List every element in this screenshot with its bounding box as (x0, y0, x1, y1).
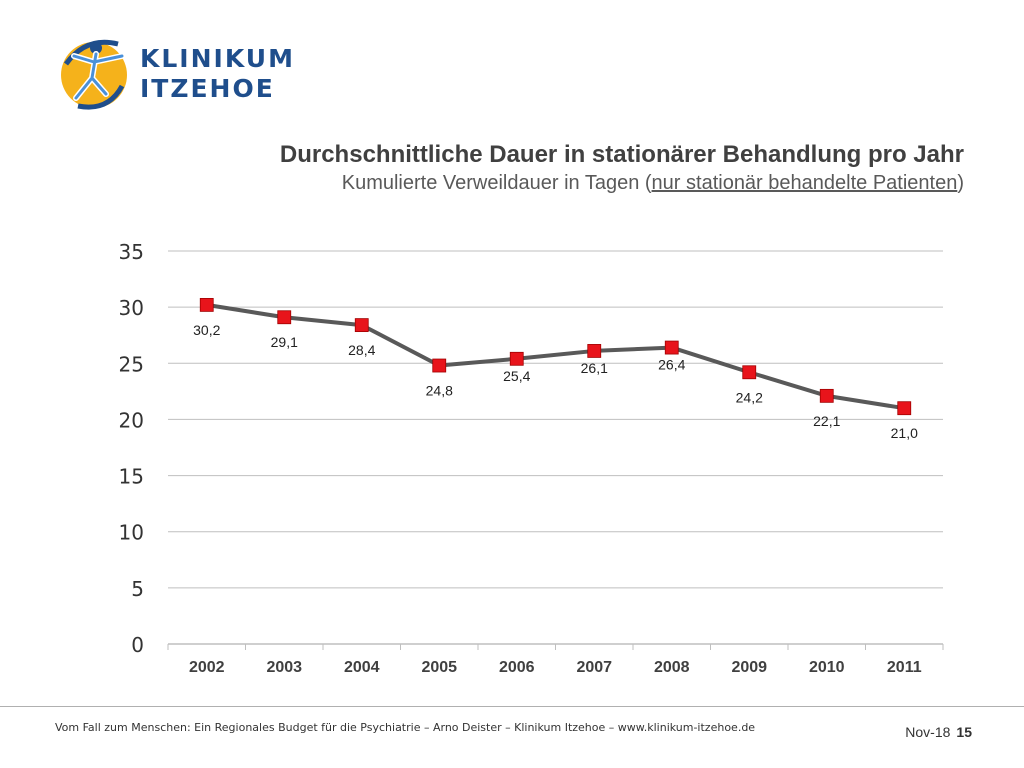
clinic-logo: KLINIKUM ITZEHOE (56, 34, 293, 114)
y-tick-label: 25 (119, 352, 144, 376)
y-tick-label: 35 (119, 240, 144, 264)
footer-date: Nov-18 (905, 724, 951, 740)
x-tick-label: 2006 (499, 659, 535, 676)
data-point-marker (587, 344, 602, 358)
logo-line-1: KLINIKUM (140, 44, 295, 73)
x-tick-label: 2004 (344, 659, 380, 676)
data-label: 26,4 (658, 357, 685, 373)
data-point-marker (664, 340, 679, 355)
y-tick-label: 30 (119, 296, 144, 320)
x-tick-label: 2002 (189, 659, 225, 676)
chart-header: Durchschnittliche Dauer in stationärer B… (280, 140, 964, 196)
subtitle-underlined: nur stationär behandelte Patienten (651, 172, 958, 194)
data-label: 30,2 (193, 322, 220, 338)
y-tick-label: 10 (119, 521, 144, 545)
footer-meta: Nov-18 15 (905, 724, 972, 740)
data-point-marker (509, 351, 524, 366)
data-point-marker (199, 297, 214, 312)
data-label: 22,1 (813, 413, 840, 429)
subtitle-prefix: Kumulierte Verweildauer in Tagen ( (341, 172, 652, 194)
x-tick-label: 2005 (421, 659, 457, 676)
data-point-marker (277, 310, 292, 325)
series-line (206, 302, 905, 411)
x-tick-label: 2010 (809, 659, 845, 676)
data-label: 28,4 (348, 342, 375, 358)
page-number: 15 (956, 724, 972, 740)
logo-line-2: ITZEHOE (140, 74, 275, 103)
data-label: 24,2 (736, 389, 763, 405)
x-tick-label: 2008 (654, 659, 690, 676)
data-label: 26,1 (581, 360, 608, 376)
x-tick-label: 2009 (731, 659, 767, 676)
data-point-marker (742, 365, 757, 380)
y-tick-label: 0 (131, 633, 144, 657)
data-label: 25,4 (503, 368, 530, 384)
data-point-marker (897, 401, 912, 416)
data-label: 24,8 (426, 383, 453, 399)
x-tick-label: 2003 (266, 659, 302, 676)
y-tick-label: 5 (131, 577, 144, 601)
x-tick-label: 2011 (887, 659, 922, 676)
y-tick-label: 15 (119, 465, 144, 489)
x-tick-label: 2007 (576, 659, 612, 676)
data-point-marker (819, 388, 834, 403)
data-point-marker (354, 318, 369, 333)
chart-title: Durchschnittliche Dauer in stationärer B… (279, 141, 964, 168)
subtitle-suffix: ) (957, 172, 964, 194)
y-tick-label: 20 (119, 408, 144, 432)
footer-divider (0, 706, 1024, 707)
data-label: 29,1 (271, 334, 298, 350)
footer-text: Vom Fall zum Menschen: Ein Regionales Bu… (55, 721, 756, 734)
data-label: 21,0 (891, 425, 918, 441)
chart-subtitle: Kumulierte Verweildauer in Tagen (nur st… (280, 170, 964, 196)
logo-emblem-icon (61, 39, 127, 110)
data-point-marker (432, 358, 447, 373)
